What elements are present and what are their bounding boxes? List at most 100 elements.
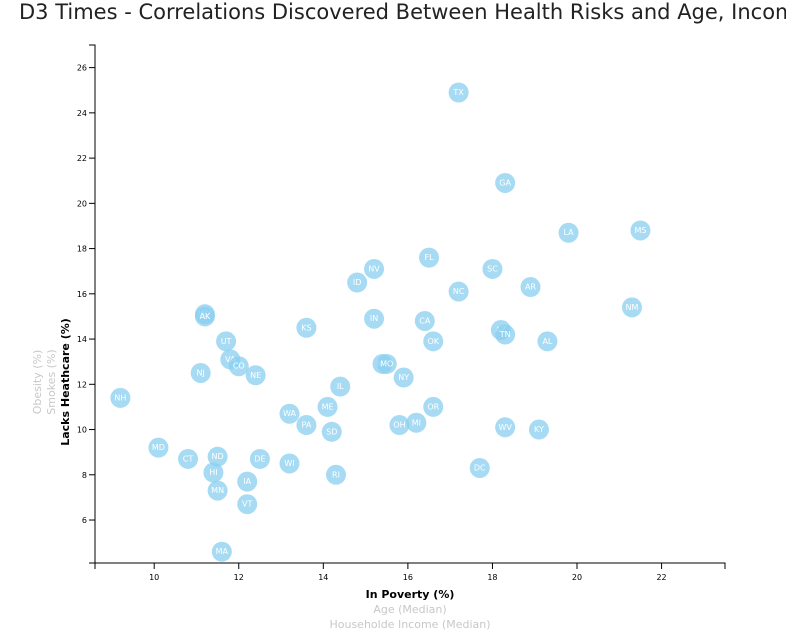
data-point xyxy=(448,82,469,103)
y-tick-label: 22 xyxy=(77,154,87,163)
data-point-label: ND xyxy=(212,452,224,461)
data-point-label: ME xyxy=(322,402,334,411)
data-point xyxy=(330,376,351,397)
x-axis-labels: In Poverty (%) Age (Median) Householde Inc… xyxy=(329,588,490,631)
data-point xyxy=(528,419,549,440)
x-tick-label: 22 xyxy=(656,573,666,582)
data-point-label: MI xyxy=(412,418,421,427)
y-tick-label: 12 xyxy=(77,380,87,389)
data-point-label: LA xyxy=(563,228,574,237)
y-tick-label: 24 xyxy=(77,109,87,118)
data-point-label: NY xyxy=(398,373,409,382)
data-point xyxy=(279,453,300,474)
x-axis: 10 12 14 16 18 20 22 xyxy=(94,562,726,582)
data-point-label: OK xyxy=(427,337,439,346)
data-point-label: GA xyxy=(499,178,511,187)
y-tick-label: 10 xyxy=(77,426,87,435)
data-point xyxy=(194,306,215,327)
data-point-label: MD xyxy=(152,443,165,452)
data-point-label: FL xyxy=(424,253,434,262)
data-point-label: WV xyxy=(498,423,512,432)
data-point xyxy=(469,457,490,478)
data-point xyxy=(423,396,444,417)
data-points: TXGALAMSFLNVSCIDARNCNMWYAKINCAKSAZTNUTOK… xyxy=(110,82,651,562)
y-tick-label: 14 xyxy=(77,335,87,344)
data-point-label: WA xyxy=(283,409,296,418)
data-point-label: IL xyxy=(337,382,344,391)
data-point-label: CT xyxy=(183,454,194,463)
x-tick-label: 14 xyxy=(318,573,328,582)
data-point-label: MA xyxy=(216,547,229,556)
data-point xyxy=(211,541,232,562)
data-point xyxy=(558,222,579,243)
data-point-label: KS xyxy=(301,323,311,332)
data-point-label: SD xyxy=(326,427,337,436)
data-point-label: VT xyxy=(242,500,252,509)
y-tick-label: 26 xyxy=(77,64,87,73)
x-axis-label: Age (Median) xyxy=(373,603,446,616)
y-tick-label: 8 xyxy=(82,471,87,480)
data-point xyxy=(347,272,368,293)
data-point xyxy=(321,421,342,442)
data-point-label: TX xyxy=(452,88,464,97)
x-axis-label: Householde Income (Median) xyxy=(329,618,490,631)
data-point xyxy=(495,324,516,345)
data-point xyxy=(207,480,228,501)
data-point xyxy=(110,387,131,408)
data-point-label: AL xyxy=(542,337,552,346)
data-point xyxy=(245,365,266,386)
data-point-label: UT xyxy=(221,337,232,346)
data-point-label: MO xyxy=(380,359,393,368)
data-point-label: NJ xyxy=(197,368,205,377)
x-tick-label: 10 xyxy=(149,573,159,582)
data-point-label: DC xyxy=(474,463,486,472)
data-point-label: CA xyxy=(419,316,431,325)
data-point xyxy=(296,317,317,338)
data-point-label: SC xyxy=(487,264,498,273)
data-point-label: PA xyxy=(302,421,312,430)
data-point-label: MN xyxy=(211,486,224,495)
data-point xyxy=(448,281,469,302)
data-point-label: DE xyxy=(254,454,265,463)
data-point-label: NH xyxy=(114,393,126,402)
data-point-label: AK xyxy=(200,312,211,321)
data-point xyxy=(414,310,435,331)
data-point-label: RI xyxy=(332,470,340,479)
y-axis-labels: Lacks Heathcare (%)Smokes (%)Obesity (%) xyxy=(31,318,72,446)
data-point xyxy=(207,446,228,467)
data-point xyxy=(249,448,270,469)
data-point xyxy=(423,331,444,352)
x-tick-label: 20 xyxy=(572,573,582,582)
data-point xyxy=(228,356,249,377)
y-tick-label: 20 xyxy=(77,199,87,208)
y-tick-label: 6 xyxy=(82,516,87,525)
x-axis-label: In Poverty (%) xyxy=(366,588,455,601)
data-point xyxy=(178,448,199,469)
x-tick-label: 12 xyxy=(234,573,244,582)
page-title: D3 Times - Correlations Discovered Betwe… xyxy=(19,0,786,24)
data-point xyxy=(520,277,541,298)
data-point-label: VA xyxy=(225,355,236,364)
data-point-label: ID xyxy=(353,278,362,287)
data-point-label: NC xyxy=(453,287,465,296)
data-point xyxy=(148,437,169,458)
data-point xyxy=(495,417,516,438)
data-point-label: NM xyxy=(626,303,639,312)
data-point xyxy=(190,362,211,383)
data-point xyxy=(237,471,258,492)
data-point-label: HI xyxy=(209,468,217,477)
data-point xyxy=(406,412,427,433)
data-point xyxy=(279,403,300,424)
data-point xyxy=(317,396,338,417)
data-point xyxy=(621,297,642,318)
data-point-label: NE xyxy=(250,371,261,380)
data-point xyxy=(495,172,516,193)
data-point xyxy=(419,247,440,268)
y-axis-label: Lacks Heathcare (%) xyxy=(59,318,72,446)
data-point-label: WI xyxy=(284,459,294,468)
y-axis: 6 8 10 12 14 16 18 20 22 24 26 xyxy=(77,44,96,564)
y-axis-label: Smokes (%) xyxy=(45,349,58,414)
data-point-label: IN xyxy=(370,314,378,323)
data-point-label: AR xyxy=(525,283,536,292)
